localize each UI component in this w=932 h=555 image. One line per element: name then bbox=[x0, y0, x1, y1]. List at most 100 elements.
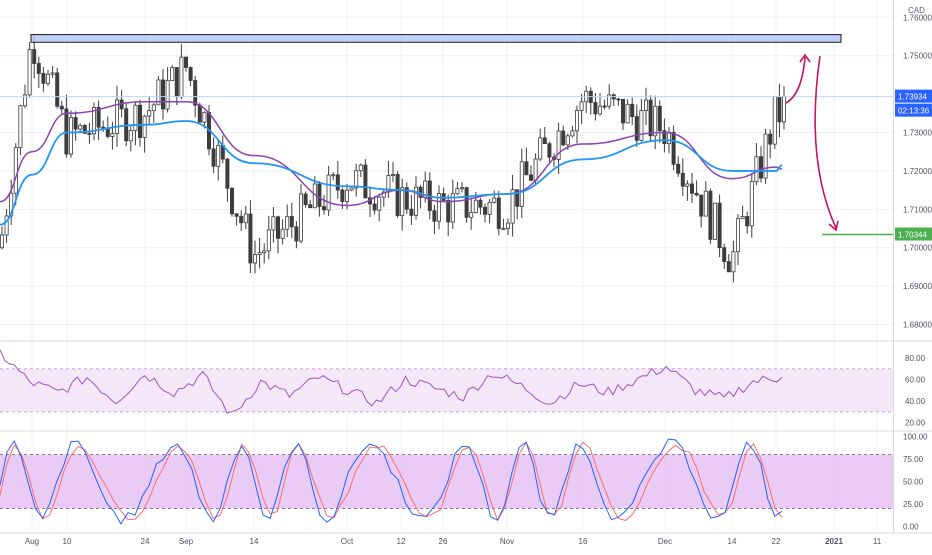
candle-body bbox=[538, 137, 543, 160]
candle-body bbox=[335, 174, 340, 191]
resistance-zone[interactable] bbox=[30, 34, 842, 43]
candle-body bbox=[455, 188, 460, 195]
candle-body bbox=[501, 227, 506, 230]
candle-body bbox=[579, 101, 584, 111]
candle-body bbox=[478, 199, 483, 208]
candle-body bbox=[685, 183, 690, 187]
candle-body bbox=[400, 187, 405, 217]
candle-body bbox=[110, 133, 115, 137]
target-price-badge bbox=[895, 227, 932, 241]
candle-body bbox=[358, 164, 363, 172]
candle-body bbox=[216, 144, 221, 167]
candle-body bbox=[575, 110, 580, 132]
price-tick-label: 1.68000 bbox=[903, 321, 932, 330]
candle-body bbox=[69, 117, 74, 155]
oscillator-2-tick-label: 50.00 bbox=[903, 478, 924, 487]
candle-body bbox=[36, 63, 41, 74]
oscillator-1-line bbox=[0, 349, 783, 414]
candle-body bbox=[142, 115, 147, 138]
moving-averages bbox=[0, 101, 783, 226]
grid bbox=[0, 0, 893, 530]
candle-body bbox=[570, 130, 575, 137]
oscillator-1-tick-label: 80.00 bbox=[905, 354, 926, 363]
oscillator-1-line bbox=[0, 349, 783, 414]
candle-body bbox=[252, 254, 257, 264]
candle-body bbox=[87, 132, 92, 135]
time-tick-label: 2021 bbox=[825, 537, 843, 546]
up-arrow-curve[interactable] bbox=[785, 56, 806, 104]
time-tick-label: 11 bbox=[873, 537, 882, 546]
candle-body bbox=[616, 98, 621, 101]
candle-body bbox=[662, 130, 667, 145]
candle-body bbox=[436, 193, 441, 222]
candle-body bbox=[160, 79, 165, 110]
candle-body bbox=[46, 73, 51, 84]
candle-body bbox=[344, 189, 349, 202]
candle-body bbox=[450, 193, 455, 223]
candle-body bbox=[492, 197, 497, 203]
candle-body bbox=[519, 161, 524, 207]
candle-body bbox=[22, 94, 27, 107]
price-tick-label: 1.70000 bbox=[903, 244, 932, 253]
candle-body bbox=[602, 105, 607, 108]
candle-body bbox=[128, 130, 133, 142]
candle-body bbox=[754, 156, 759, 183]
time-tick-label: 22 bbox=[772, 537, 781, 546]
pane-dividers bbox=[0, 0, 932, 534]
candle-body bbox=[73, 117, 78, 130]
candle-body bbox=[736, 218, 741, 253]
target-price-text: 1.70344 bbox=[898, 231, 927, 240]
time-tick-label: Oct bbox=[341, 537, 354, 546]
candles bbox=[0, 35, 787, 283]
down-arrow-curve[interactable] bbox=[814, 55, 837, 229]
candle-body bbox=[593, 102, 598, 115]
oscillator-2-main-line bbox=[0, 438, 783, 525]
candle-body bbox=[59, 105, 64, 110]
candle-body bbox=[321, 206, 326, 211]
candle-body bbox=[331, 174, 336, 177]
candle-body bbox=[151, 104, 156, 112]
candle-body bbox=[340, 189, 345, 202]
candle-body bbox=[239, 215, 244, 224]
candle-body bbox=[547, 143, 552, 158]
candle-body bbox=[529, 174, 534, 181]
candle-body bbox=[772, 96, 777, 145]
annotations[interactable] bbox=[0, 34, 893, 236]
candle-body bbox=[50, 72, 55, 75]
price-tick-label: 1.75000 bbox=[903, 52, 932, 61]
current-price-badge bbox=[895, 89, 932, 103]
candle-body bbox=[740, 216, 745, 220]
oscillator-2-tick-label: 25.00 bbox=[903, 500, 924, 509]
time-tick-label: 10 bbox=[63, 537, 72, 546]
candle-body bbox=[115, 99, 120, 134]
candle-body bbox=[165, 80, 170, 110]
candle-body bbox=[782, 96, 787, 123]
price-tick-label: 1.69000 bbox=[903, 282, 932, 291]
time-tick-label: 16 bbox=[579, 537, 588, 546]
candle-body bbox=[170, 67, 175, 81]
candle-body bbox=[731, 251, 736, 273]
candle-body bbox=[183, 56, 188, 68]
oscillator-1-band-fill bbox=[0, 368, 893, 412]
price-tick-label: 1.71000 bbox=[903, 205, 932, 214]
candle-body bbox=[648, 99, 653, 137]
candle-body bbox=[671, 131, 676, 165]
oscillator-2-tick-label: 0.00 bbox=[903, 522, 919, 531]
oscillator-2-lines bbox=[0, 438, 783, 525]
oscillator-2-tick-label: 75.00 bbox=[903, 455, 924, 464]
candle-body bbox=[459, 187, 464, 190]
candle-body bbox=[349, 187, 354, 191]
candle-body bbox=[96, 106, 101, 128]
candle-body bbox=[699, 194, 704, 217]
candle-body bbox=[409, 208, 414, 216]
candle-body bbox=[708, 190, 713, 240]
candle-body bbox=[32, 49, 37, 64]
candle-body bbox=[257, 252, 262, 256]
oscillator-1-tick-label: 40.00 bbox=[905, 397, 926, 406]
time-tick-label: Aug bbox=[25, 537, 39, 546]
candle-body bbox=[634, 116, 639, 141]
candle-body bbox=[248, 213, 253, 264]
candle-body bbox=[275, 216, 280, 239]
candle-body bbox=[768, 133, 773, 145]
